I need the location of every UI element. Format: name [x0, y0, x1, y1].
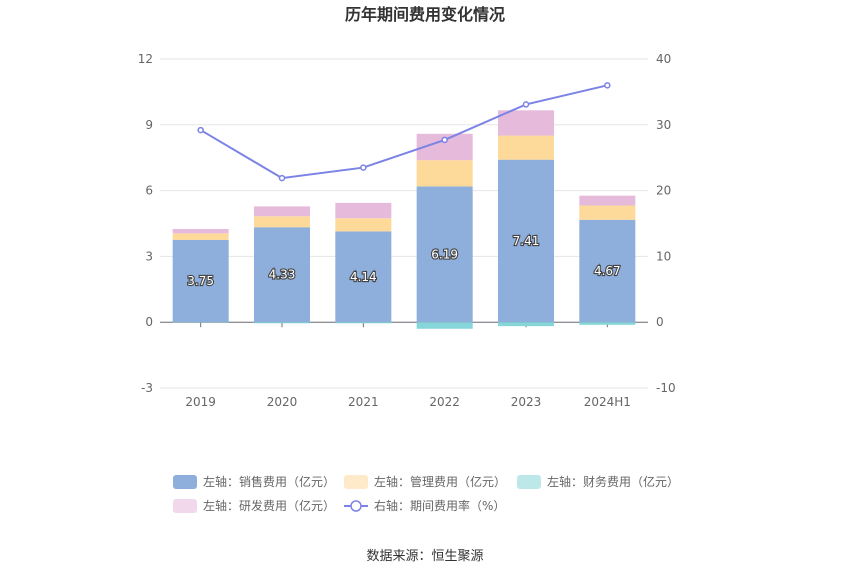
bar-segment — [254, 216, 310, 228]
bar-segment — [254, 206, 310, 217]
rate-point — [278, 174, 286, 182]
bar-segment — [498, 110, 554, 136]
legend-swatch — [517, 475, 541, 489]
rate-point — [360, 164, 367, 171]
bar-segment — [416, 322, 473, 329]
x-tick-label: 2021 — [348, 395, 379, 409]
bar-segment — [498, 159, 554, 323]
bar-value-label: 4.14 — [350, 270, 377, 284]
legend-label: 左轴：管理费用（亿元） — [374, 474, 506, 489]
bar-segment — [172, 233, 229, 240]
right-tick-label: 10 — [656, 249, 671, 263]
bar-segment — [498, 322, 554, 327]
bar-value-label: 4.33 — [269, 268, 296, 282]
left-tick-label: -3 — [141, 381, 153, 395]
legend-label: 左轴：财务费用（亿元） — [547, 474, 679, 489]
bar-segment — [335, 218, 392, 232]
legend-label: 左轴：研发费用（亿元） — [203, 498, 335, 513]
left-tick-label: 9 — [145, 118, 153, 132]
rate-point — [522, 101, 530, 108]
bar-segment — [172, 228, 229, 234]
source-note: 数据来源：恒生聚源 — [366, 549, 483, 564]
x-tick-label: 2024H1 — [584, 395, 631, 409]
rate-point — [441, 136, 448, 144]
left-tick-label: 6 — [145, 184, 153, 198]
bar-segment — [579, 219, 636, 323]
bar-labels: 3.75 4.33 4.14 6.19 7.41 4.67 — [186, 233, 622, 289]
bar-segment — [416, 186, 473, 323]
bar-segment — [416, 160, 473, 187]
chart-title: 历年期间费用变化情况 — [345, 5, 505, 24]
bar-value-label: 4.67 — [594, 264, 621, 278]
x-tick-label: 2022 — [429, 395, 460, 409]
legend-swatch — [344, 475, 368, 489]
right-tick-label: 40 — [656, 52, 671, 66]
grid — [160, 58, 648, 389]
x-tick-label: 2019 — [185, 395, 216, 409]
axes: -3 0 3 6 9 12 -10 0 10 20 30 40 2019 2020 2021 2022 2023… — [138, 52, 676, 409]
bar-value-label: 3.75 — [187, 274, 214, 288]
right-tick-label: 30 — [656, 118, 671, 132]
x-tick-label: 2023 — [511, 395, 542, 409]
bar-segment — [172, 239, 229, 323]
bar-segment — [254, 227, 310, 323]
bar-segment — [335, 322, 392, 324]
bar-segment — [579, 322, 636, 325]
bar-segment — [254, 322, 310, 324]
bars — [172, 110, 636, 329]
legend-label: 左轴：销售费用（亿元） — [203, 474, 335, 489]
bar-segment — [579, 205, 636, 220]
right-tick-label: 20 — [656, 184, 671, 198]
bar-value-label: 7.41 — [513, 234, 540, 248]
bar-segment — [335, 231, 392, 323]
right-tick-label: -10 — [656, 381, 676, 395]
bar-segment — [498, 135, 554, 160]
rate-line-path — [200, 84, 608, 180]
legend-swatch — [173, 499, 197, 513]
legend-label: 右轴：期间费用率（%） — [374, 498, 505, 513]
left-tick-label: 3 — [145, 249, 153, 263]
rate-point — [197, 126, 204, 134]
left-tick-label: 0 — [145, 315, 153, 329]
bar-segment — [335, 202, 392, 219]
right-tick-label: 0 — [656, 315, 664, 329]
rate-point — [604, 82, 611, 89]
legend-swatch — [173, 475, 197, 489]
left-tick-label: 12 — [138, 52, 153, 66]
bar-segment — [579, 195, 636, 206]
rate-line — [197, 82, 611, 182]
legend: 左轴：销售费用（亿元） 左轴：管理费用（亿元） 左轴：财务费用（亿元） 左轴：研发费用… — [173, 474, 679, 513]
legend-line-marker — [350, 500, 362, 512]
x-tick-label: 2020 — [267, 395, 298, 409]
bar-value-label: 6.19 — [431, 247, 458, 261]
